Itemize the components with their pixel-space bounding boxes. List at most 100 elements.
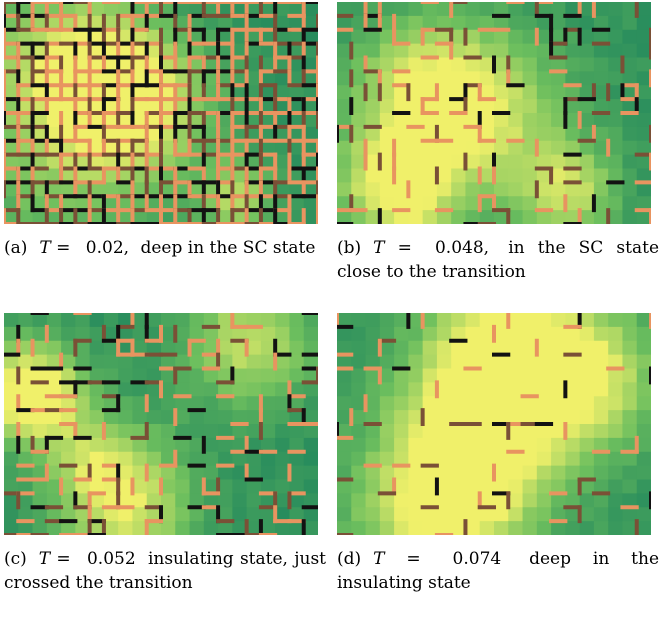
- lattice-site: [289, 2, 305, 17]
- lattice-site: [75, 410, 91, 425]
- lattice-site: [337, 113, 352, 128]
- lattice-site: [203, 182, 219, 197]
- lattice-site: [46, 29, 62, 45]
- lattice-site: [608, 396, 624, 411]
- lattice-site: [494, 210, 509, 224]
- lattice-site: [508, 196, 524, 211]
- lattice-site: [4, 382, 19, 397]
- lattice-site: [636, 168, 651, 183]
- lattice-site: [451, 479, 467, 494]
- lattice-site: [161, 521, 176, 535]
- lattice-site: [103, 43, 119, 59]
- lattice-site: [289, 507, 305, 522]
- lattice-site: [622, 410, 638, 425]
- lattice-site: [89, 113, 105, 128]
- lattice-site: [18, 29, 34, 45]
- lattice-site: [75, 465, 91, 481]
- lattice-site: [465, 71, 481, 86]
- lattice-site: [161, 326, 176, 342]
- lattice-site: [579, 507, 595, 522]
- lattice-site: [260, 99, 276, 114]
- lattice-site: [89, 182, 105, 197]
- lattice-site: [622, 15, 638, 31]
- lattice-site: [118, 182, 134, 197]
- lattice-site: [379, 507, 395, 522]
- lattice-site: [536, 437, 552, 453]
- lattice-site: [175, 451, 191, 467]
- lattice-site: [118, 99, 134, 114]
- lattice-site: [161, 2, 176, 17]
- lattice-site: [232, 154, 248, 170]
- lattice-site: [246, 507, 262, 522]
- lattice-site: [89, 57, 105, 72]
- lattice-site: [394, 168, 409, 183]
- lattice-site: [379, 210, 395, 224]
- lattice-site: [579, 382, 595, 397]
- lattice-site: [232, 57, 248, 72]
- lattice-site: [175, 507, 191, 522]
- lattice-site: [351, 326, 367, 342]
- lattice-site: [89, 196, 105, 211]
- lattice-site: [408, 126, 424, 142]
- lattice-site: [75, 437, 91, 453]
- lattice-site: [203, 479, 219, 494]
- lattice-site: [436, 396, 452, 411]
- lattice-site: [275, 57, 291, 72]
- lattice-site: [536, 507, 552, 522]
- lattice-site: [303, 396, 318, 411]
- lattice-site: [118, 15, 134, 31]
- lattice-site: [494, 43, 509, 59]
- lattice-site: [551, 126, 566, 142]
- lattice-site: [161, 113, 176, 128]
- lattice-site: [189, 493, 205, 508]
- lattice-site: [622, 154, 638, 170]
- lattice-site: [103, 140, 119, 156]
- lattice-site: [289, 113, 305, 128]
- lattice-site: [61, 437, 76, 453]
- lattice-site: [4, 85, 19, 100]
- lattice-site: [275, 113, 291, 128]
- lattice-site: [479, 382, 495, 397]
- lattice-site: [146, 313, 162, 328]
- lattice-site: [203, 521, 219, 535]
- lattice-site: [161, 85, 176, 100]
- lattice-site: [103, 313, 119, 328]
- lattice-site: [118, 396, 134, 411]
- lattice-site: [46, 210, 62, 224]
- lattice-site: [4, 437, 19, 453]
- lattice-site: [203, 437, 219, 453]
- lattice-site: [18, 507, 34, 522]
- lattice-site: [303, 521, 318, 535]
- lattice-site: [536, 354, 552, 370]
- lattice-site: [161, 15, 176, 31]
- lattice-site: [508, 340, 524, 356]
- lattice-site: [89, 354, 105, 370]
- lattice-site: [508, 326, 524, 342]
- lattice-site: [4, 507, 19, 522]
- lattice-site: [118, 326, 134, 342]
- lattice-site: [289, 313, 305, 328]
- lattice-site: [622, 85, 638, 100]
- lattice-site: [75, 2, 91, 17]
- lattice-site: [289, 168, 305, 183]
- lattice-site: [422, 382, 438, 397]
- lattice-site: [175, 493, 191, 508]
- lattice-site: [18, 182, 34, 197]
- lattice-site: [75, 354, 91, 370]
- lattice-site: [465, 479, 481, 494]
- caption-label: (a): [4, 238, 28, 258]
- lattice-site: [508, 424, 524, 439]
- lattice-site: [118, 340, 134, 356]
- lattice-site: [408, 29, 424, 45]
- lattice-site: [636, 15, 651, 31]
- lattice-site: [365, 57, 381, 72]
- lattice-site: [551, 210, 566, 224]
- lattice-site: [579, 424, 595, 439]
- lattice-site: [465, 85, 481, 100]
- lattice-site: [246, 210, 262, 224]
- lattice-site: [289, 340, 305, 356]
- lattice-site: [175, 43, 191, 59]
- lattice-site: [365, 396, 381, 411]
- lattice-site: [218, 493, 233, 508]
- lattice-site: [351, 196, 367, 211]
